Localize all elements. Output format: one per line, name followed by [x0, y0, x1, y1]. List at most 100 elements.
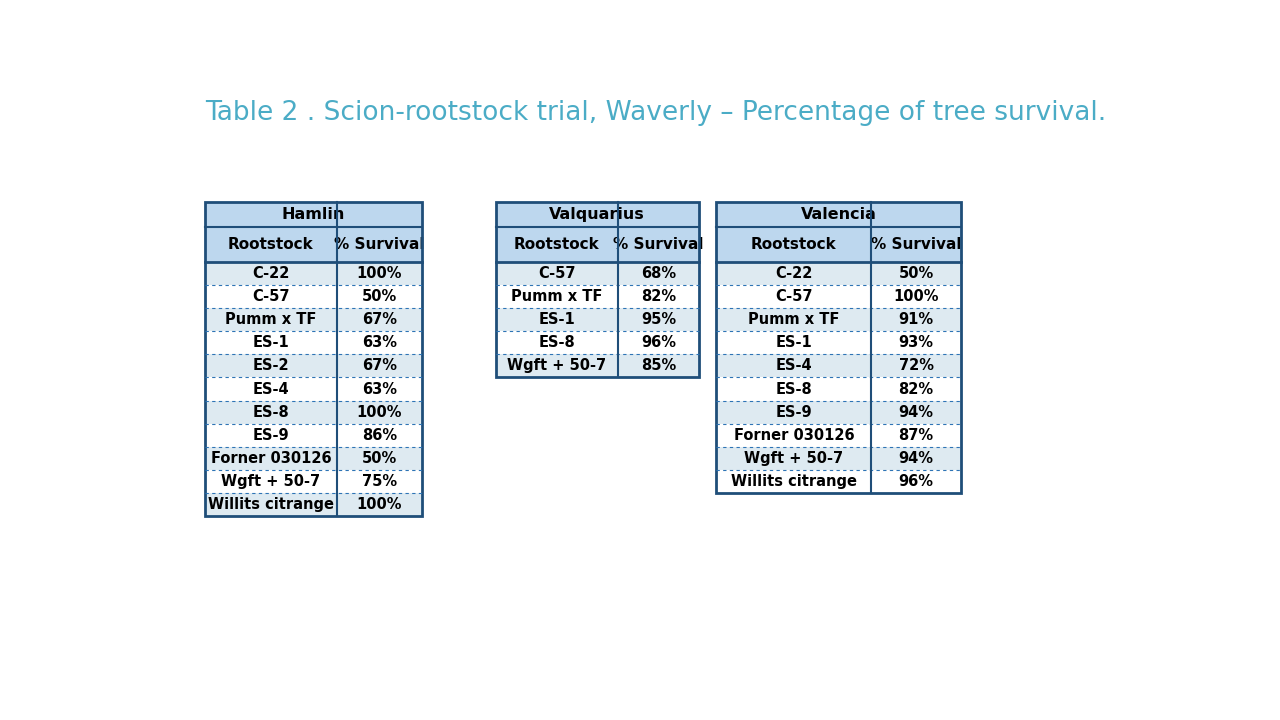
Bar — [618, 227, 699, 262]
Bar — [618, 354, 699, 377]
Bar — [717, 262, 872, 285]
Text: Forner 030126: Forner 030126 — [733, 428, 854, 443]
Bar — [205, 331, 337, 354]
Text: C-57: C-57 — [776, 289, 813, 304]
Bar — [205, 400, 337, 423]
Bar — [337, 493, 422, 516]
Bar — [717, 202, 960, 227]
Bar — [717, 354, 872, 377]
Text: 63%: 63% — [362, 382, 397, 397]
Text: 87%: 87% — [899, 428, 933, 443]
Text: C-22: C-22 — [776, 266, 813, 281]
Text: 68%: 68% — [641, 266, 676, 281]
Bar — [872, 446, 960, 470]
Bar — [337, 470, 422, 493]
Bar — [495, 331, 618, 354]
Bar — [495, 262, 618, 285]
Text: Wgft + 50-7: Wgft + 50-7 — [507, 359, 607, 374]
Text: Wgft + 50-7: Wgft + 50-7 — [745, 451, 844, 466]
Text: 67%: 67% — [362, 359, 397, 374]
Bar — [337, 262, 422, 285]
Bar — [205, 493, 337, 516]
Text: ES-8: ES-8 — [776, 382, 813, 397]
Text: 96%: 96% — [899, 474, 933, 489]
Text: 50%: 50% — [899, 266, 933, 281]
Bar — [337, 227, 422, 262]
Text: 93%: 93% — [899, 336, 933, 351]
Bar — [717, 285, 872, 308]
Bar — [205, 202, 422, 227]
Bar — [495, 354, 618, 377]
Text: Valquarius: Valquarius — [549, 207, 645, 222]
Text: Rootstock: Rootstock — [515, 237, 599, 252]
Bar — [495, 308, 618, 331]
Text: Rootstock: Rootstock — [228, 237, 314, 252]
Text: 100%: 100% — [893, 289, 938, 304]
Bar — [618, 285, 699, 308]
Bar — [337, 377, 422, 400]
Text: C-22: C-22 — [252, 266, 289, 281]
Bar — [618, 308, 699, 331]
Text: ES-1: ES-1 — [252, 336, 289, 351]
Text: C-57: C-57 — [252, 289, 289, 304]
Text: 94%: 94% — [899, 451, 933, 466]
Bar — [717, 423, 872, 446]
Text: ES-8: ES-8 — [252, 405, 289, 420]
Text: % Survival: % Survival — [334, 237, 425, 252]
Bar — [337, 423, 422, 446]
Text: 67%: 67% — [362, 312, 397, 327]
Text: 72%: 72% — [899, 359, 933, 374]
Text: % Survival: % Survival — [870, 237, 961, 252]
Bar — [337, 331, 422, 354]
Text: ES-8: ES-8 — [539, 336, 575, 351]
Text: 82%: 82% — [641, 289, 676, 304]
Text: 63%: 63% — [362, 336, 397, 351]
Bar — [337, 354, 422, 377]
Text: 50%: 50% — [362, 451, 397, 466]
Bar — [205, 423, 337, 446]
Text: Hamlin: Hamlin — [282, 207, 346, 222]
Bar — [205, 308, 337, 331]
Text: Pumm x TF: Pumm x TF — [511, 289, 603, 304]
Bar — [618, 262, 699, 285]
Bar — [872, 262, 960, 285]
Bar — [337, 400, 422, 423]
Bar — [205, 202, 422, 516]
Text: 50%: 50% — [362, 289, 397, 304]
Bar — [337, 446, 422, 470]
Bar — [872, 354, 960, 377]
Text: 94%: 94% — [899, 405, 933, 420]
Bar — [495, 285, 618, 308]
Bar — [205, 354, 337, 377]
Bar — [337, 285, 422, 308]
Text: Table 2 . Scion-rootstock trial, Waverly – Percentage of tree survival.: Table 2 . Scion-rootstock trial, Waverly… — [205, 100, 1107, 126]
Bar — [205, 285, 337, 308]
Bar — [618, 331, 699, 354]
Text: 85%: 85% — [641, 359, 676, 374]
Bar — [205, 227, 337, 262]
Bar — [717, 202, 960, 493]
Bar — [205, 446, 337, 470]
Bar — [717, 331, 872, 354]
Text: 100%: 100% — [357, 266, 402, 281]
Bar — [495, 202, 699, 227]
Text: Pumm x TF: Pumm x TF — [749, 312, 840, 327]
Text: Rootstock: Rootstock — [751, 237, 837, 252]
Text: 86%: 86% — [362, 428, 397, 443]
Text: 82%: 82% — [899, 382, 933, 397]
Bar — [872, 331, 960, 354]
Text: 100%: 100% — [357, 497, 402, 512]
Bar — [717, 377, 872, 400]
Bar — [717, 308, 872, 331]
Text: ES-4: ES-4 — [252, 382, 289, 397]
Bar — [872, 400, 960, 423]
Text: Forner 030126: Forner 030126 — [210, 451, 332, 466]
Bar — [717, 400, 872, 423]
Bar — [717, 446, 872, 470]
Text: Valencia: Valencia — [800, 207, 877, 222]
Bar — [872, 377, 960, 400]
Bar — [337, 308, 422, 331]
Text: Willits citrange: Willits citrange — [731, 474, 856, 489]
Text: 100%: 100% — [357, 405, 402, 420]
Bar — [872, 470, 960, 493]
